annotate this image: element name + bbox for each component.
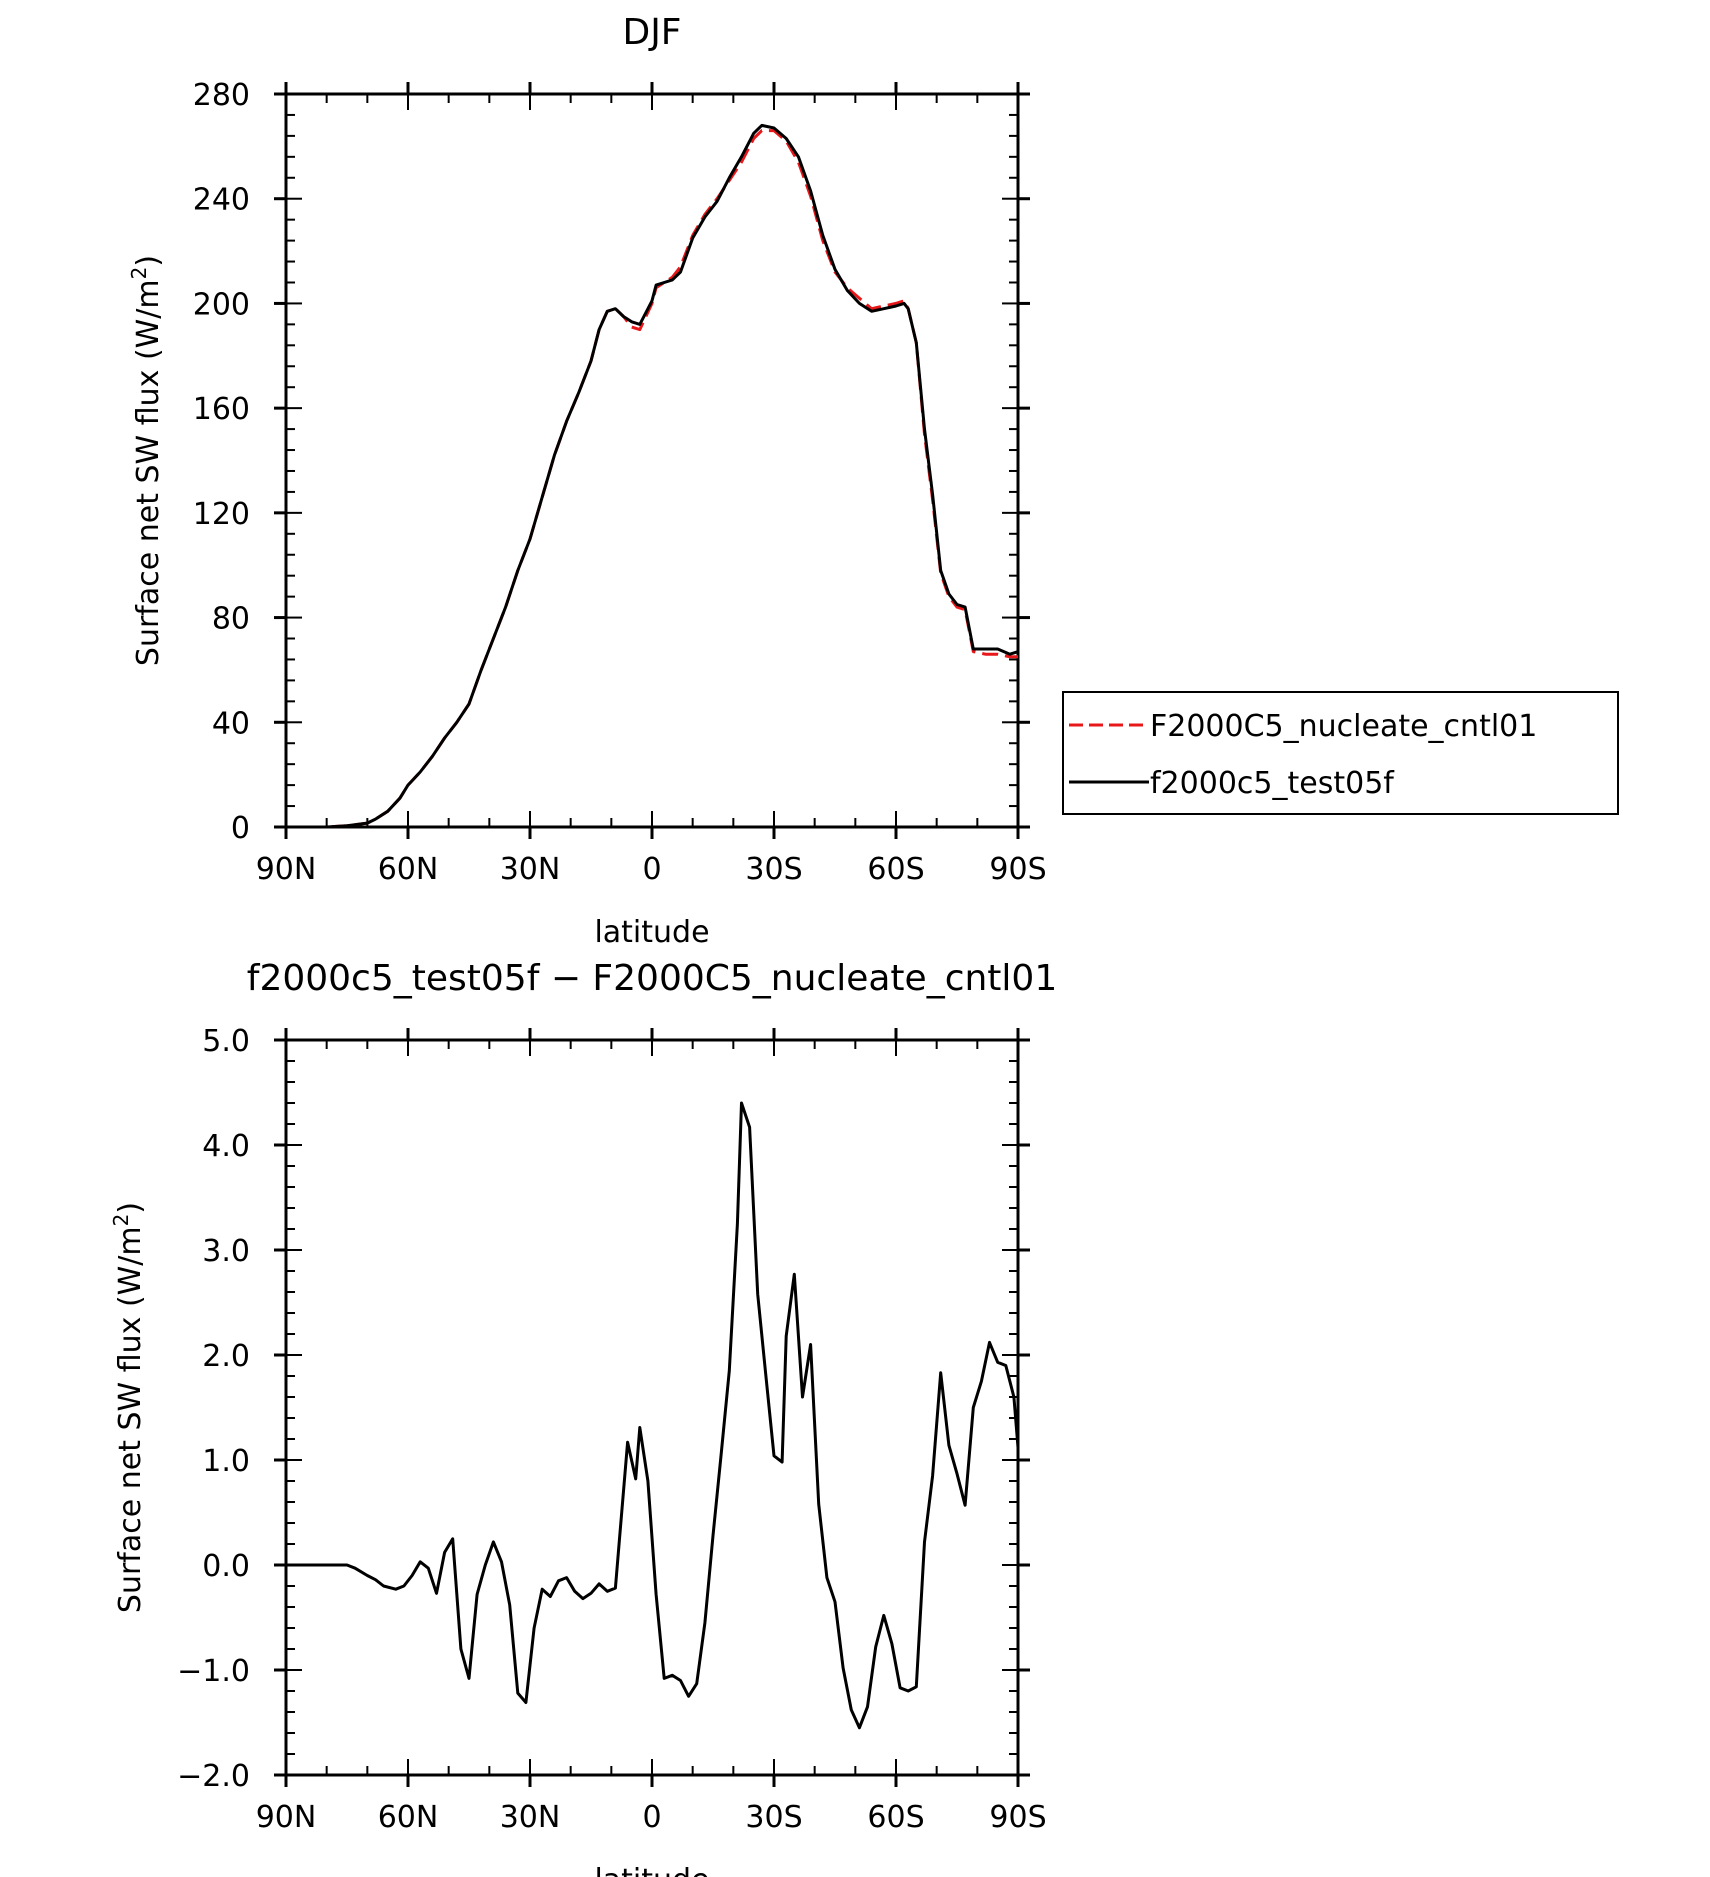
series-line-1 [286,1101,1018,1730]
plot-frame [284,92,1020,829]
x-tick-label: 60N [378,852,439,887]
x-tick-label: 90S [989,852,1046,887]
x-tick-label: 30S [745,1800,802,1835]
x-tick-label: 90N [256,1800,317,1835]
y-tick-label: 5.0 [202,1024,250,1059]
x-tick-label: 60N [378,1800,439,1835]
x-tick-label: 0 [642,1800,661,1835]
x-tick-label: 30S [745,852,802,887]
x-tick-label: 30N [500,1800,561,1835]
x-tick-label: 30N [500,852,561,887]
x-axis-label: latitude [594,1863,709,1877]
legend-box [1062,691,1619,815]
x-axis-label: latitude [594,915,709,950]
y-tick-label: 4.0 [202,1129,250,1164]
chart-panel-2: 90N 60N 30N 0 30S 60S 90S −2.0 −1.0 0.0 1.0 2.0 3.0 4… [109,958,1057,1877]
y-tick-label: 80 [212,602,250,637]
legend-label-2: f2000c5_test05f [1150,766,1395,801]
legend: F2000C5_nucleate_cntl01 f2000c5_test05f [1062,691,1619,815]
x-tick-label: 60S [867,1800,924,1835]
y-tick-label: 280 [193,78,250,113]
x-tick-label: 90S [989,1800,1046,1835]
chart-panel-1: 90N 60N 30N 0 30S 60S 90S 0 40 80 120 160 200 240 280 D… [127,12,1619,950]
y-tick-label: 3.0 [202,1234,250,1269]
y-tick-label: −2.0 [177,1759,250,1794]
y-tick-label: 1.0 [202,1444,250,1479]
y-axis-label: Surface net SW flux (W/m2) [127,255,166,666]
y-tick-label: 240 [193,183,250,218]
x-tick-label: 0 [642,852,661,887]
legend-label-1: F2000C5_nucleate_cntl01 [1150,709,1537,744]
y-tick-label: −1.0 [177,1654,250,1689]
x-tick-label: 90N [256,852,317,887]
y-tick-label: 0.0 [202,1549,250,1584]
plot-frame [284,1038,1020,1777]
series-line-1 [286,129,1018,827]
y-tick-label: 120 [193,497,250,532]
y-tick-label: 200 [193,287,250,322]
chart-title: f2000c5_test05f − F2000C5_nucleate_cntl0… [247,958,1057,999]
y-tick-label: 160 [193,392,250,427]
y-axis-label: Surface net SW flux (W/m2) [109,1202,148,1613]
y-tick-label: 0 [231,811,250,846]
y-tick-label: 2.0 [202,1339,250,1374]
x-tick-label: 60S [867,852,924,887]
series-line-2 [286,123,1018,827]
chart-title: DJF [622,12,681,53]
y-tick-label: 40 [212,706,250,741]
